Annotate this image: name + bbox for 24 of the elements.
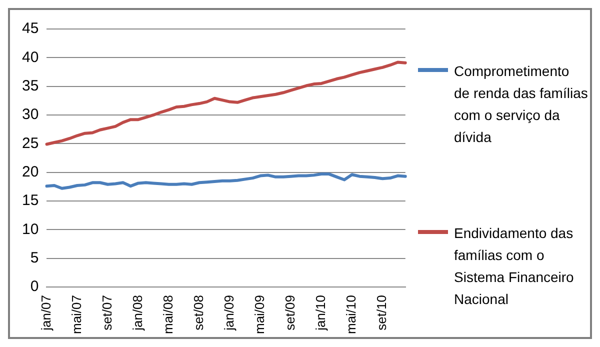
legend-label: Comprometimento de renda das famílias com o serviço da dívida: [454, 62, 588, 147]
x-tick-label: jan/08: [130, 294, 145, 332]
y-tick-label: 0: [30, 278, 39, 296]
x-tick-label: jan/10: [313, 294, 328, 332]
legend-label: Endividamento das famílias com o Sistema Financeiro Nacional: [454, 224, 575, 309]
y-tick-label: 45: [22, 20, 39, 38]
y-tick-label: 15: [22, 192, 39, 210]
x-tick-label: mai/09: [252, 294, 267, 334]
y-tick-label: 5: [30, 249, 39, 266]
x-tick-label: mai/08: [160, 294, 176, 334]
x-tick-label: mai/10: [344, 294, 359, 334]
y-tick-label: 40: [22, 48, 39, 66]
x-tick-label: mai/07: [68, 294, 84, 334]
y-tick-label: 35: [22, 77, 39, 94]
y-tick-label: 20: [22, 163, 39, 180]
y-tick-label: 10: [22, 220, 39, 238]
y-tick-label: 30: [22, 106, 39, 124]
x-tick-label: set/10: [374, 294, 390, 330]
x-tick-label: set/09: [282, 294, 298, 330]
x-tick-label: jan/09: [221, 294, 236, 332]
x-tick-label: jan/07: [38, 294, 54, 332]
y-tick-label: 25: [22, 134, 39, 152]
x-tick-label: set/07: [99, 294, 114, 330]
x-tick-label: set/08: [190, 294, 206, 330]
